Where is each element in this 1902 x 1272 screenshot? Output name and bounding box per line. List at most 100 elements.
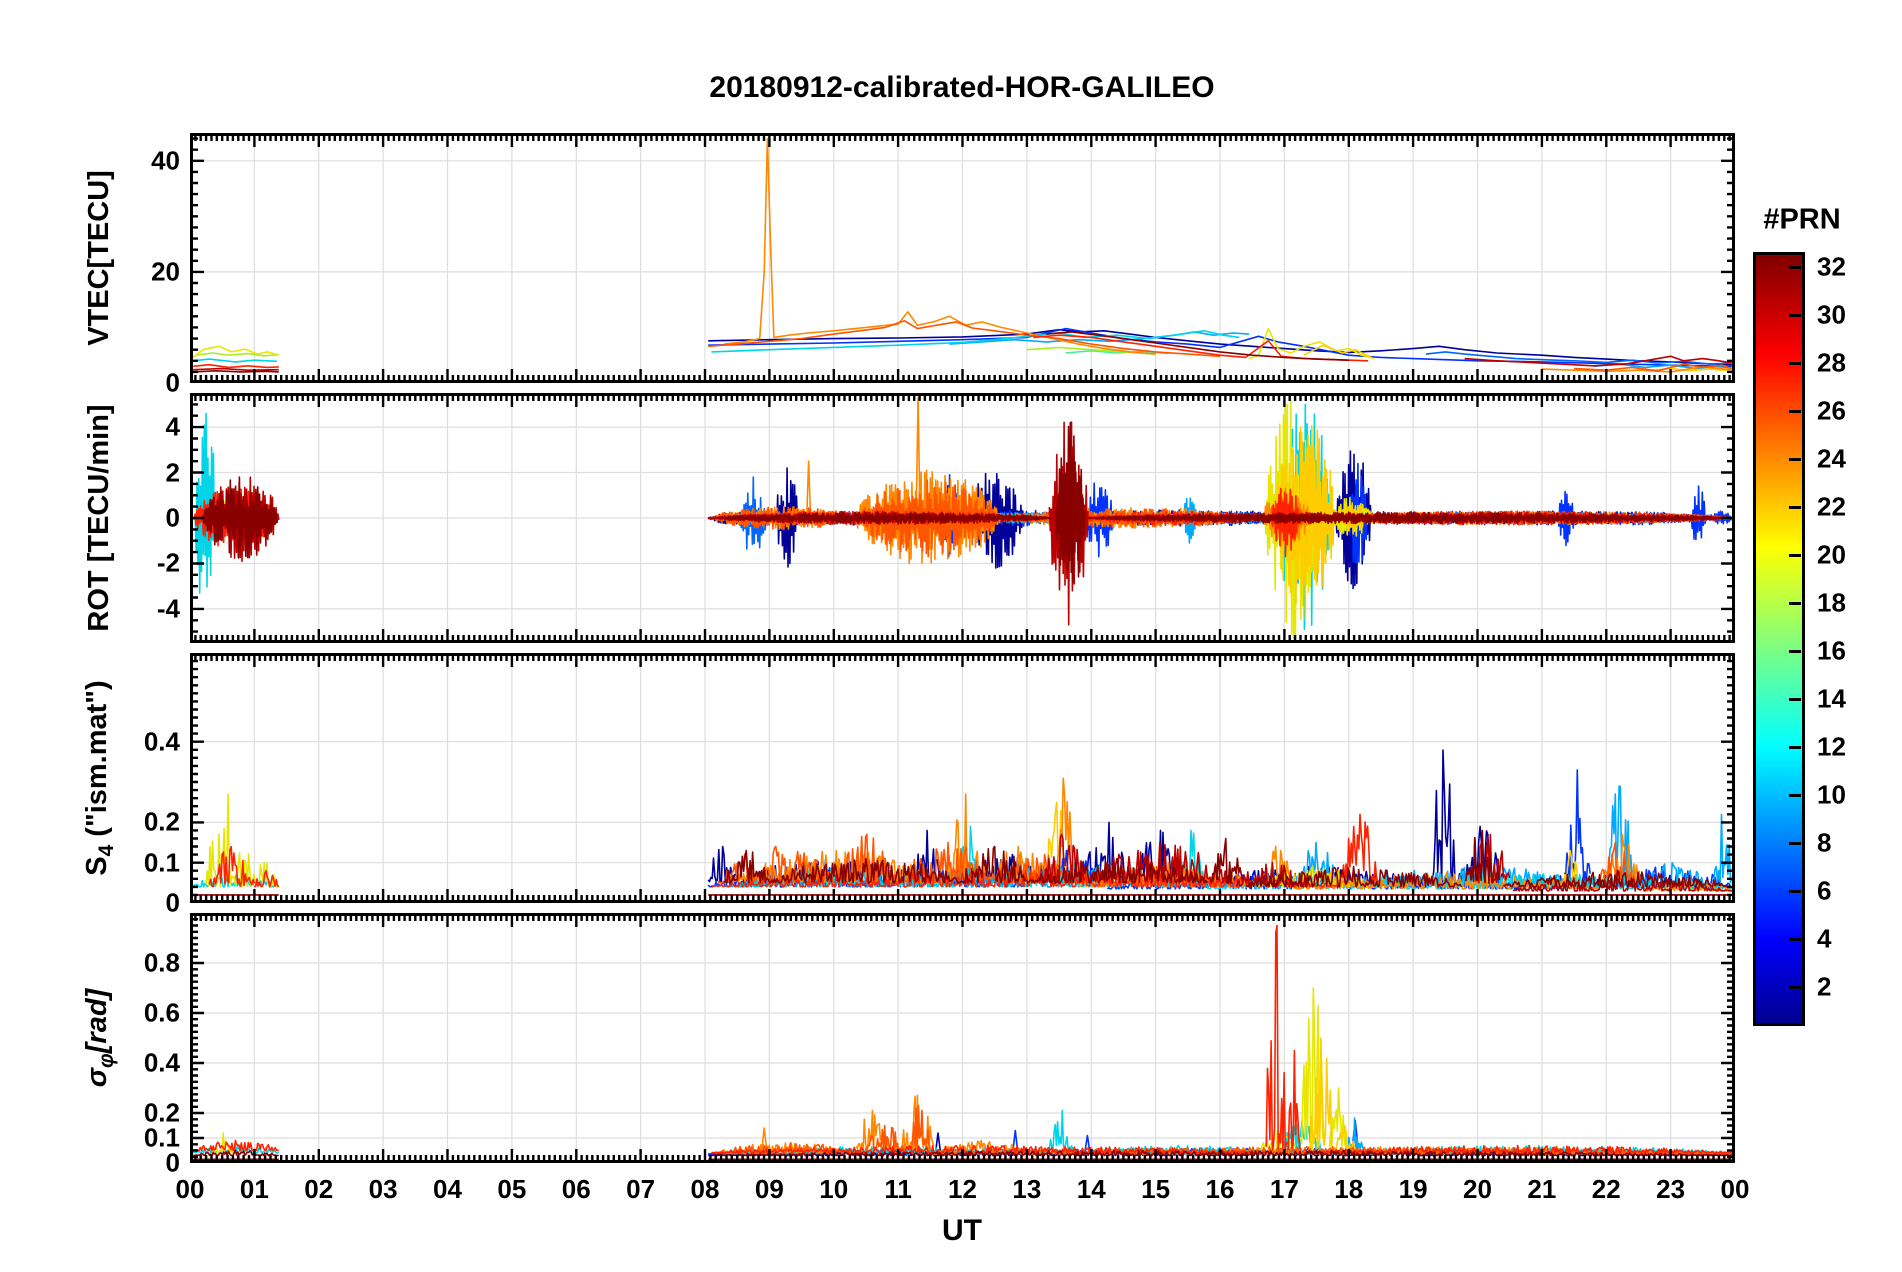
vtec-axis-label: VTEC[TECU] <box>83 170 116 346</box>
s4-plot <box>190 653 1735 903</box>
vtec-panel <box>190 133 1735 383</box>
colorbar-tick-label: 18 <box>1817 587 1846 618</box>
chart-title: 20180912-calibrated-HOR-GALILEO <box>709 71 1215 104</box>
y-tick-label: 0.4 <box>143 726 180 757</box>
x-tick-label: 22 <box>1591 1174 1621 1204</box>
colorbar-tick-label: 22 <box>1817 491 1846 522</box>
colorbar-tick <box>1789 745 1801 749</box>
y-tick-label: 0.4 <box>143 1047 180 1078</box>
y-tick-label: 4 <box>165 411 180 442</box>
y-tick-label: 0 <box>165 887 180 918</box>
s4-panel <box>190 653 1735 903</box>
x-tick-label: 12 <box>948 1174 977 1204</box>
x-tick-label: 11 <box>884 1174 912 1204</box>
series-prn-26 <box>708 320 1733 372</box>
colorbar-tick-label: 20 <box>1817 539 1846 570</box>
series-prn-18 <box>196 346 1156 357</box>
colorbar-tick <box>1789 601 1801 605</box>
y-tick-label: 0.2 <box>143 1097 180 1128</box>
x-tick-label: 07 <box>626 1174 656 1204</box>
x-tick-label: 04 <box>433 1174 462 1204</box>
x-tick-label: 16 <box>1205 1174 1235 1204</box>
colorbar-tick-label: 26 <box>1817 395 1846 426</box>
series-prn-28 <box>208 813 1379 888</box>
y-tick-label: -4 <box>156 593 180 624</box>
colorbar-gradient <box>1756 255 1802 1023</box>
x-tick-label: 10 <box>819 1174 849 1204</box>
x-tick-label: 17 <box>1269 1174 1299 1204</box>
series-prn-30 <box>193 355 1732 371</box>
colorbar-tick <box>1789 937 1801 941</box>
y-tick-label: 0.6 <box>143 997 180 1028</box>
y-tick-label: 2 <box>165 457 180 488</box>
colorbar-tick <box>1789 361 1801 365</box>
colorbar-tick-label: 28 <box>1817 347 1846 378</box>
y-tick-label: 0 <box>165 367 180 398</box>
y-tick-label: 0.1 <box>143 1122 180 1153</box>
colorbar-tick-label: 12 <box>1817 731 1846 762</box>
sigma-phi-plot <box>190 913 1735 1163</box>
series-prn-2 <box>708 328 1732 366</box>
series-prn-26 <box>717 833 1633 888</box>
axis-border <box>190 393 1735 643</box>
x-tick-label: 09 <box>754 1174 784 1204</box>
colorbar-tick <box>1789 409 1801 413</box>
colorbar-tick-label: 14 <box>1817 683 1846 714</box>
colorbar-tick <box>1789 553 1801 557</box>
rot-panel <box>190 393 1735 643</box>
colorbar-tick <box>1789 505 1801 509</box>
colorbar-tick <box>1789 457 1801 461</box>
y-tick-label: 20 <box>151 256 180 287</box>
axis-ticks <box>190 913 1735 1163</box>
axis-border <box>190 133 1735 383</box>
colorbar-tick-label: 24 <box>1817 443 1846 474</box>
x-tick-label: 13 <box>1012 1174 1042 1204</box>
axis-ticks <box>190 653 1735 903</box>
colorbar-tick <box>1789 841 1801 845</box>
colorbar-tick <box>1789 649 1801 653</box>
colorbar-tick-label: 8 <box>1817 827 1832 858</box>
colorbar-tick <box>1789 793 1801 797</box>
series-prn-5 <box>707 1119 1732 1155</box>
rot-plot <box>190 393 1735 643</box>
axis-border <box>190 913 1735 1163</box>
colorbar-tick-label: 2 <box>1817 971 1832 1002</box>
y-tick-label: 0.8 <box>143 947 180 978</box>
axis-ticks <box>190 133 1735 383</box>
series-prn-24 <box>717 396 1733 564</box>
y-tick-label: 0.1 <box>143 847 180 878</box>
vtec-plot <box>190 133 1735 383</box>
series-prn-32 <box>202 421 1733 583</box>
axis-ticks <box>190 393 1735 643</box>
colorbar-tick <box>1789 889 1801 893</box>
ut-axis-label: UT <box>942 1214 982 1247</box>
series-prn-32 <box>193 331 1349 373</box>
x-tick-label: 06 <box>561 1174 591 1204</box>
y-tick-label: 40 <box>151 145 180 176</box>
rot-axis-label: ROT [TECU/min] <box>83 404 116 632</box>
x-tick-label: 05 <box>497 1174 527 1204</box>
grid-lines <box>191 134 1734 382</box>
y-tick-label: 0.2 <box>143 806 180 837</box>
colorbar-tick-label: 32 <box>1817 251 1846 282</box>
x-tick-label: 01 <box>239 1174 269 1204</box>
colorbar-tick-label: 16 <box>1817 635 1846 666</box>
colorbar-tick-label: 10 <box>1817 779 1846 810</box>
x-tick-label: 18 <box>1334 1174 1364 1204</box>
colorbar-tick <box>1789 697 1801 701</box>
s4-axis-label: S4 ("ism.mat") <box>81 680 118 876</box>
colorbar <box>1753 252 1805 1026</box>
series-prn-28 <box>193 924 1732 1154</box>
grid-lines <box>191 914 1734 1162</box>
colorbar-tick-label: 6 <box>1817 875 1832 906</box>
x-tick-label: 20 <box>1463 1174 1492 1204</box>
x-tick-label: 21 <box>1527 1174 1557 1204</box>
y-tick-label: -2 <box>156 547 180 578</box>
x-tick-label: 19 <box>1398 1174 1428 1204</box>
x-tick-label: 15 <box>1141 1174 1171 1204</box>
axis-border <box>190 653 1735 903</box>
x-tick-label: 00 <box>175 1174 205 1204</box>
x-tick-label: 23 <box>1656 1174 1686 1204</box>
sigma-phi-panel <box>190 913 1735 1163</box>
